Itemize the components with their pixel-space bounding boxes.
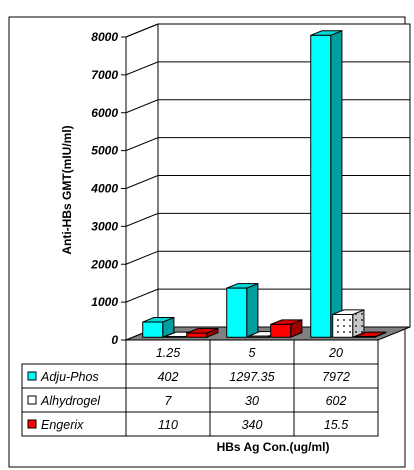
x-tick-label: 20 bbox=[328, 346, 343, 360]
x-tick-label: 5 bbox=[249, 346, 256, 360]
data-label: 30 bbox=[245, 394, 259, 408]
data-label: 402 bbox=[158, 370, 179, 384]
bar-front bbox=[226, 287, 248, 338]
bar bbox=[186, 327, 219, 339]
bar-front bbox=[248, 335, 270, 338]
bar-front bbox=[186, 332, 208, 338]
table-body bbox=[21, 363, 379, 437]
bar-front bbox=[142, 321, 164, 338]
y-axis-label: Anti-HBs GMT(mIU/ml) bbox=[60, 125, 74, 254]
bar bbox=[142, 316, 175, 339]
data-label: 110 bbox=[158, 418, 178, 432]
y-tick-label: 2000 bbox=[90, 257, 118, 271]
x-tick-label: 1.25 bbox=[156, 346, 180, 360]
legend-entry: Adju-Phos bbox=[40, 370, 99, 384]
y-tick-label: 4000 bbox=[90, 182, 118, 196]
data-label: 340 bbox=[242, 418, 263, 432]
bar bbox=[354, 331, 387, 339]
y-tick-label: 5000 bbox=[91, 144, 118, 158]
bar bbox=[332, 309, 365, 339]
data-table: 1.25 5 20 Adju-Phos 402 1297.35 7972 Alhydrogel… bbox=[21, 339, 379, 437]
legend-swatch bbox=[27, 371, 37, 381]
data-label: 1297.35 bbox=[229, 370, 274, 384]
gridline bbox=[125, 23, 410, 38]
data-label: 15.5 bbox=[324, 418, 348, 432]
data-label: 602 bbox=[326, 394, 347, 408]
bar-front bbox=[332, 313, 354, 338]
bar bbox=[226, 282, 259, 339]
y-tick-label: 0 bbox=[111, 333, 118, 347]
y-tick-label: 3000 bbox=[91, 219, 118, 233]
bar bbox=[270, 319, 303, 339]
x-axis-label: HBs Ag Con.(ug/ml) bbox=[217, 440, 330, 454]
data-label: 7972 bbox=[322, 370, 350, 384]
bar-front bbox=[354, 336, 376, 338]
bar-front bbox=[164, 336, 186, 338]
bar-front bbox=[310, 34, 332, 338]
legend-swatch bbox=[27, 395, 37, 405]
axes: 0 1000 2000 3000 4000 5000 6000 7000 8000 bbox=[90, 30, 127, 347]
bar-side bbox=[330, 30, 343, 339]
bars bbox=[142, 30, 387, 339]
legend-swatch bbox=[27, 419, 37, 429]
y-tick-label: 6000 bbox=[91, 106, 118, 120]
y-tick-label: 8000 bbox=[91, 30, 118, 44]
grid bbox=[125, 23, 411, 341]
bar bbox=[310, 30, 343, 339]
legend-entry: Engerix bbox=[41, 418, 84, 432]
y-tick-label: 7000 bbox=[91, 68, 118, 82]
data-label: 7 bbox=[165, 394, 173, 408]
bar-front bbox=[270, 323, 292, 338]
bar-side bbox=[246, 282, 259, 339]
legend-entry: Alhydrogel bbox=[40, 394, 101, 408]
y-tick-label: 1000 bbox=[91, 295, 118, 309]
